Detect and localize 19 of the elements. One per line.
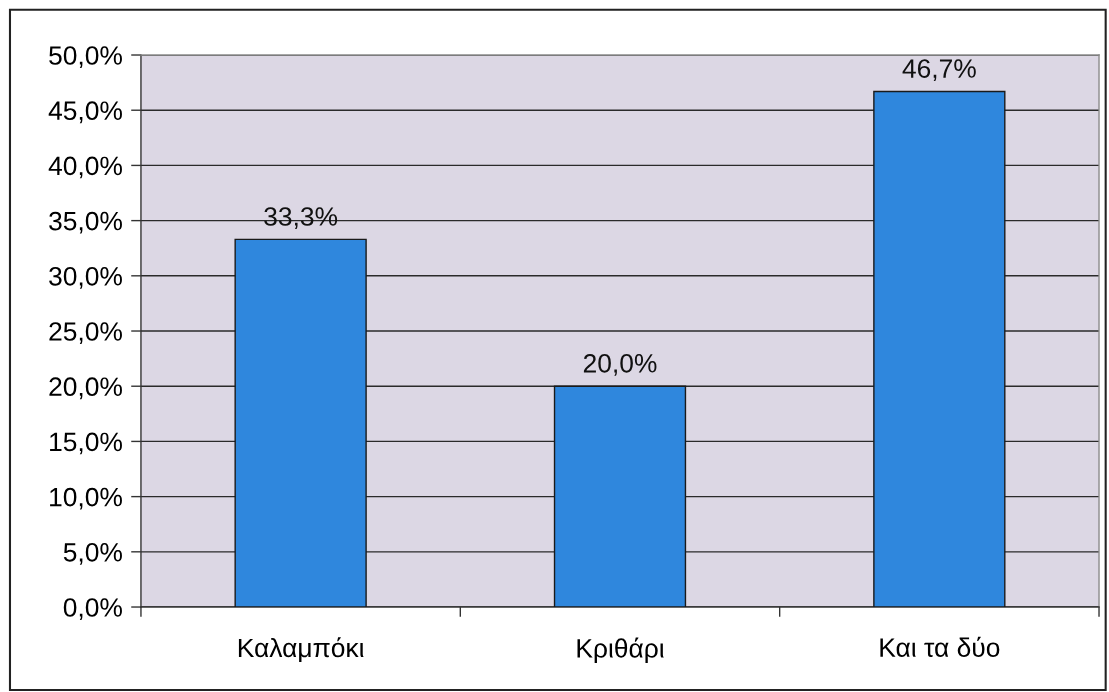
y-tick-label: 35,0%: [49, 211, 122, 234]
bar: [234, 238, 367, 608]
y-tick-label: 25,0%: [49, 322, 122, 344]
y-tick-label: 40,0%: [48, 156, 122, 179]
x-tick-label: Καλαμπόκι: [238, 637, 364, 663]
x-tick-label: Και τα δύο: [880, 636, 1000, 657]
bar: [873, 90, 1006, 608]
y-tick-label: 20,0%: [49, 377, 122, 400]
data-label: 46,7%: [902, 59, 976, 82]
bar: [553, 385, 687, 608]
y-tick-label: 45,0%: [48, 101, 122, 124]
y-tick-label: 0,0%: [63, 598, 122, 620]
y-tick-label: 15,0%: [50, 432, 122, 455]
y-tick-label: 10,0%: [50, 487, 122, 510]
data-label: 20,0%: [583, 353, 657, 376]
x-tick-label: Κριθάρι: [577, 637, 664, 663]
y-tick-label: 30,0%: [49, 266, 122, 289]
y-tick-label: 50,0%: [49, 46, 122, 68]
y-tick-label: 5,0%: [63, 542, 122, 565]
